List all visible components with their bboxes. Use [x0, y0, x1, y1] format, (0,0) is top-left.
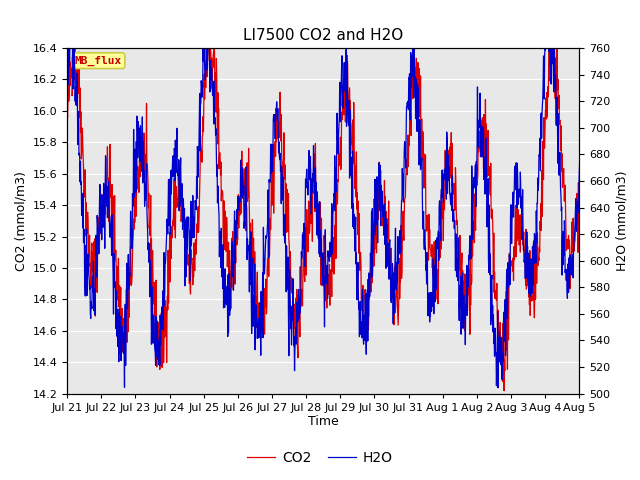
- H2O: [64, 45, 72, 51]
- H2O: [494, 385, 502, 391]
- CO2: [70, 45, 77, 51]
- H2O: [185, 232, 193, 238]
- CO2: [246, 250, 254, 256]
- H2O: [426, 290, 433, 296]
- CO2: [426, 245, 433, 251]
- CO2: [63, 109, 71, 115]
- CO2: [609, 169, 617, 175]
- Y-axis label: CO2 (mmol/m3): CO2 (mmol/m3): [14, 171, 27, 271]
- H2O: [172, 170, 180, 176]
- Line: H2O: H2O: [67, 48, 613, 388]
- CO2: [545, 45, 553, 51]
- Y-axis label: H2O (mmol/m3): H2O (mmol/m3): [616, 170, 628, 271]
- H2O: [545, 49, 553, 55]
- Line: CO2: CO2: [67, 48, 613, 391]
- Title: LI7500 CO2 and H2O: LI7500 CO2 and H2O: [243, 28, 403, 43]
- Text: MB_flux: MB_flux: [75, 56, 122, 66]
- CO2: [185, 252, 193, 258]
- H2O: [609, 160, 617, 166]
- CO2: [497, 350, 504, 356]
- Legend: CO2, H2O: CO2, H2O: [242, 445, 398, 471]
- H2O: [497, 334, 505, 340]
- CO2: [500, 388, 508, 394]
- X-axis label: Time: Time: [308, 415, 339, 429]
- CO2: [172, 199, 180, 205]
- H2O: [63, 54, 71, 60]
- H2O: [246, 281, 254, 287]
